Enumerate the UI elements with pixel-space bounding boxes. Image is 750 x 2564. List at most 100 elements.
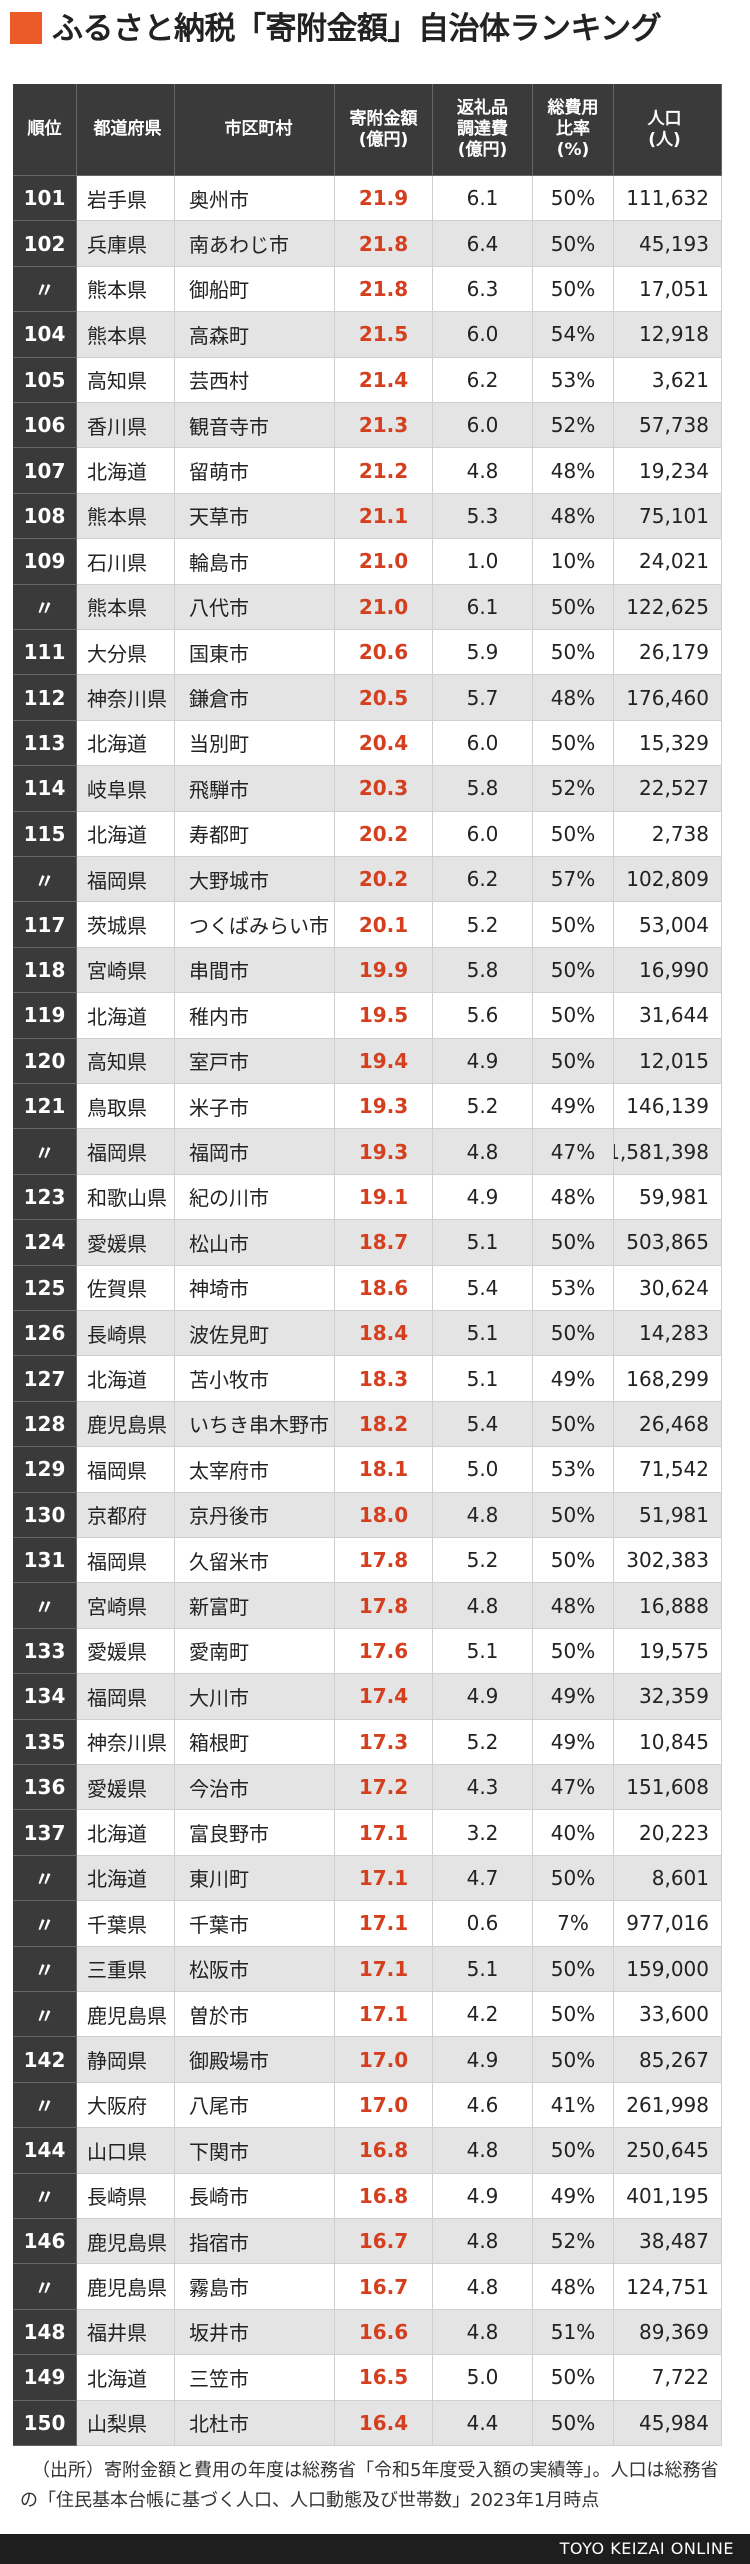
table-cell: 20.2 [335,857,433,903]
table-cell: 26,179 [614,630,722,676]
table-cell: 福岡県 [77,1538,175,1584]
table-cell: 10% [533,539,614,585]
table-cell: 北海道 [77,993,175,1039]
header-cell: 人口 (人) [614,84,722,176]
header-cell: 返礼品 調達費 (億円) [433,84,533,176]
table-cell: 6.0 [433,403,533,449]
table-cell: 50% [533,1038,614,1084]
table-cell: 17,051 [614,266,722,313]
table-cell: 4.8 [433,1129,533,1175]
table-cell: 19.1 [335,1174,433,1221]
table-cell: 12,918 [614,312,722,358]
table-cell: 5.2 [433,902,533,948]
table-cell: 福岡県 [77,857,175,903]
table-cell: 50% [533,902,614,948]
header-line: 総費用 [547,98,599,118]
table-cell: 宮崎県 [77,1583,175,1629]
table-row: 121 鳥取県 米子市 19.3 5.2 49% 146,139 [13,1084,722,1130]
table-cell: 50% [533,1311,614,1357]
table-cell: 5.2 [433,1719,533,1765]
table-cell: 50% [533,584,614,630]
table-cell: 10,845 [614,1719,722,1765]
table-cell: 40% [533,1810,614,1856]
table-cell: 142 [13,2037,77,2083]
table-cell: 47% [533,1129,614,1175]
table-cell: 久留米市 [175,1538,335,1584]
table-cell: 〃 [13,266,77,313]
table-row: 〃大阪府 八尾市 17.0 4.6 41% 261,998 [13,2082,722,2129]
table-cell: 38,487 [614,2219,722,2265]
table-cell: 神奈川県 [77,1719,175,1765]
table-row: 131 福岡県 久留米市 17.8 5.2 50% 302,383 [13,1538,722,1584]
table-row: 〃鹿児島県 霧島市 16.7 4.8 48% 124,751 [13,2264,722,2310]
table-row: 118 宮崎県 串間市 19.9 5.8 50% 16,990 [13,947,722,994]
table-cell: 51,981 [614,1492,722,1538]
table-cell: 16.7 [335,2264,433,2310]
table-cell: 148 [13,2309,77,2356]
table-cell: 観音寺市 [175,403,335,449]
table-cell: 大野城市 [175,857,335,903]
table-row: 136 愛媛県 今治市 17.2 4.3 47% 151,608 [13,1765,722,1811]
table-cell: 2,738 [614,811,722,857]
table-cell: 17.0 [335,2082,433,2129]
table-cell: 熊本県 [77,493,175,540]
table-row: 142 静岡県 御殿場市 17.0 4.9 50% 85,267 [13,2037,722,2083]
table-cell: 箱根町 [175,1719,335,1765]
table-cell: 50% [533,1628,614,1675]
table-cell: 32,359 [614,1674,722,1720]
table-row: 150 山梨県 北杜市 16.4 4.4 50% 45,984 [13,2400,722,2446]
table-cell: 50% [533,2400,614,2446]
table-cell: 4.8 [433,1583,533,1629]
table-cell: 6.1 [433,176,533,222]
table-cell: 4.8 [433,2219,533,2265]
table-cell: 6.0 [433,720,533,767]
table-cell: 54% [533,312,614,358]
table-cell: 波佐見町 [175,1311,335,1357]
table-cell: 5.7 [433,675,533,721]
table-cell: 1.0 [433,539,533,585]
table-cell: 49% [533,1084,614,1130]
table-cell: 45,193 [614,221,722,267]
table-cell: 4.4 [433,2400,533,2446]
table-cell: 112 [13,675,77,721]
table-cell: 5.8 [433,947,533,994]
table-cell: 17.1 [335,1946,433,1992]
table-cell: 福岡県 [77,1674,175,1720]
table-row: 104 熊本県 高森町 21.5 6.0 54% 12,918 [13,312,722,358]
table-cell: 17.8 [335,1583,433,1629]
table-cell: 6.1 [433,584,533,630]
table-cell: 101 [13,176,77,222]
table-cell: 茨城県 [77,902,175,948]
table-cell: 20.1 [335,902,433,948]
table-cell: 〃 [13,1992,77,2038]
table-cell: 48% [533,1174,614,1221]
table-cell: 31,644 [614,993,722,1039]
table-row: 〃福岡県 大野城市 20.2 6.2 57% 102,809 [13,857,722,903]
table-cell: 20.5 [335,675,433,721]
table-cell: 51% [533,2309,614,2356]
table-cell: 261,998 [614,2082,722,2129]
table-row: 114 岐阜県 飛騨市 20.3 5.8 52% 22,527 [13,766,722,812]
table-cell: 5.1 [433,1946,533,1992]
header-line: 市区町村 [224,119,293,139]
table-cell: 52% [533,2219,614,2265]
header-line: (人) [648,129,681,150]
table-cell: 50% [533,1538,614,1584]
table-cell: 輪島市 [175,539,335,585]
table-cell: 北杜市 [175,2400,335,2446]
table-cell: 977,016 [614,1901,722,1947]
header-line: 都道府県 [93,119,162,139]
table-cell: 千葉県 [77,1901,175,1947]
table-cell: 16.7 [335,2219,433,2265]
table-cell: 東川町 [175,1855,335,1902]
table-cell: 17.1 [335,1901,433,1947]
table-cell: 48% [533,675,614,721]
table-cell: 紀の川市 [175,1174,335,1221]
table-cell: 6.0 [433,811,533,857]
table-cell: 鹿児島県 [77,1401,175,1448]
table-cell: 18.7 [335,1220,433,1266]
table-row: 148 福井県 坂井市 16.6 4.8 51% 89,369 [13,2309,722,2356]
table-cell: 福岡県 [77,1447,175,1493]
table-row: 〃長崎県 長崎市 16.8 4.9 49% 401,195 [13,2173,722,2219]
